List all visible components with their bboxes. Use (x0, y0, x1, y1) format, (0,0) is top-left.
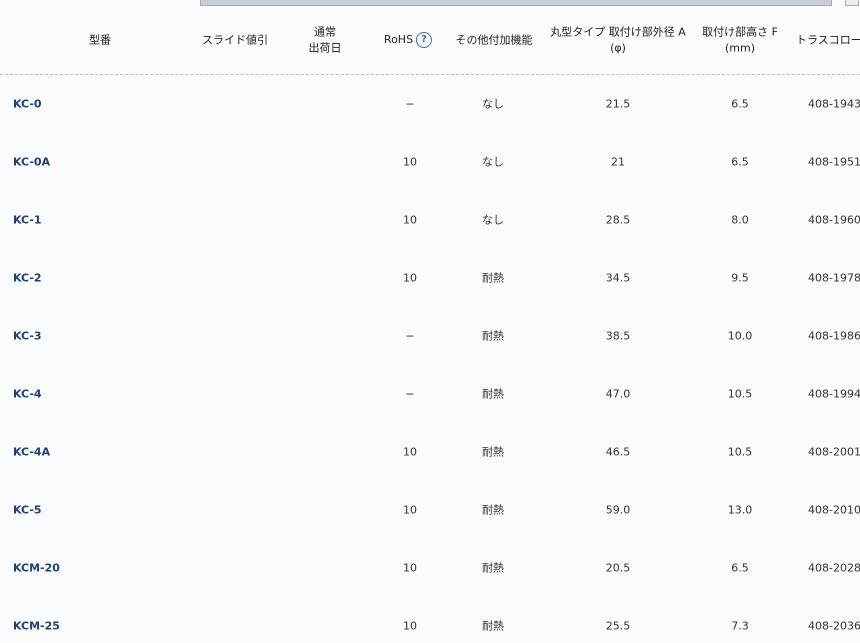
header-height: (mm) (724, 41, 756, 55)
cell-other: なし (482, 213, 504, 227)
cell-rohs: 10 (403, 561, 417, 575)
cell-rohs: − (405, 97, 415, 111)
cell-diameter: 38.5 (605, 329, 631, 343)
cell-diameter: 59.0 (605, 503, 631, 517)
cell-other: 耐熱 (482, 445, 504, 459)
cell-code: 408-1986 (808, 329, 860, 343)
cell-other: なし (482, 155, 504, 169)
cell-other: 耐熱 (482, 619, 504, 633)
header-shipping: 出荷日 (308, 41, 342, 55)
header-other: その他付加機能 (455, 33, 533, 47)
cell-diameter: 47.0 (605, 387, 631, 401)
cell-code: 408-1978 (808, 271, 860, 285)
header-diameter: 丸型タイプ 取付け部外径 A (550, 25, 686, 39)
cell-height: 8.0 (731, 213, 749, 227)
cell-diameter: 28.5 (605, 213, 631, 227)
cell-height: 7.3 (731, 619, 749, 633)
cell-other: なし (482, 97, 504, 111)
cell-height: 13.0 (727, 503, 753, 517)
cell-height: 6.5 (731, 561, 749, 575)
cell-model[interactable]: KC-4 (13, 387, 42, 401)
cell-other: 耐熱 (482, 329, 504, 343)
cell-code: 408-2001 (808, 445, 860, 459)
header-code: トラスコロード (796, 33, 860, 47)
cell-code: 408-2010 (808, 503, 860, 517)
divider (0, 74, 860, 75)
header-model: 型番 (89, 33, 111, 47)
cell-height: 6.5 (731, 155, 749, 169)
cell-model[interactable]: KC-4A (13, 445, 51, 459)
cell-rohs: 10 (403, 155, 417, 169)
cell-model[interactable]: KCM-20 (13, 561, 60, 575)
help-icon[interactable]: ? (416, 32, 433, 48)
cell-other: 耐熱 (482, 271, 504, 285)
cell-model[interactable]: KC-2 (13, 271, 42, 285)
cell-rohs: 10 (403, 503, 417, 517)
cell-diameter: 21 (611, 155, 625, 169)
cell-diameter: 21.5 (605, 97, 631, 111)
scroll-button[interactable] (845, 0, 859, 6)
header-diameter: (φ) (610, 41, 626, 55)
cell-code: 408-2028 (808, 561, 860, 575)
cell-code: 408-1994 (808, 387, 860, 401)
cell-rohs: 10 (403, 271, 417, 285)
cell-height: 10.5 (727, 387, 753, 401)
cell-model[interactable]: KCM-25 (13, 619, 60, 633)
cell-diameter: 46.5 (605, 445, 631, 459)
cell-height: 6.5 (731, 97, 749, 111)
header-shipping: 通常 (314, 25, 336, 39)
cell-model[interactable]: KC-3 (13, 329, 42, 343)
cell-rohs: 10 (403, 213, 417, 227)
cell-model[interactable]: KC-5 (13, 503, 42, 517)
cell-height: 10.5 (727, 445, 753, 459)
cell-model[interactable]: KC-1 (13, 213, 42, 227)
cell-other: 耐熱 (482, 561, 504, 575)
cell-height: 10.0 (727, 329, 753, 343)
scrollbar[interactable] (200, 0, 832, 6)
cell-diameter: 34.5 (605, 271, 631, 285)
rohs-label: RoHS (383, 33, 414, 46)
cell-diameter: 25.5 (605, 619, 631, 633)
cell-code: 408-2036 (808, 619, 860, 633)
cell-diameter: 20.5 (605, 561, 631, 575)
header-height: 取付け部高さ F (702, 25, 778, 39)
cell-rohs: − (405, 387, 415, 401)
cell-other: 耐熱 (482, 503, 504, 517)
cell-height: 9.5 (731, 271, 749, 285)
cell-model[interactable]: KC-0A (13, 155, 51, 169)
cell-rohs: − (405, 329, 415, 343)
cell-rohs: 10 (403, 445, 417, 459)
cell-code: 408-1960 (808, 213, 860, 227)
cell-rohs: 10 (403, 619, 417, 633)
header-slide: スライド値引 (202, 33, 268, 47)
cell-other: 耐熱 (482, 387, 504, 401)
cell-code: 408-1943 (808, 97, 860, 111)
cell-model[interactable]: KC-0 (13, 97, 42, 111)
cell-code: 408-1951 (808, 155, 860, 169)
header-rohs: RoHS? (383, 32, 433, 48)
